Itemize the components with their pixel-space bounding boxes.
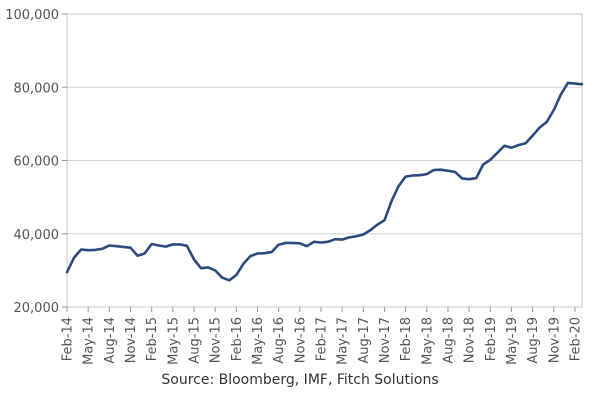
y-tick-label: 100,000: [5, 8, 59, 23]
x-tick-label: Nov-19: [547, 317, 562, 363]
x-axis: Feb-14 May-14 Aug-14 Nov-14 Feb-15 May-15 Aug-…: [61, 307, 583, 365]
x-tick-label: Aug-18: [441, 317, 456, 364]
x-tick-label: Aug-17: [357, 317, 372, 364]
x-tick-label: Feb-16: [230, 317, 245, 361]
y-tick-label: 60,000: [14, 155, 60, 170]
source-note: Source: Bloomberg, IMF, Fitch Solutions: [161, 372, 439, 388]
x-tick-label: May-17: [336, 317, 351, 365]
x-tick-label: May-16: [251, 317, 266, 365]
y-tick-label: 20,000: [14, 301, 60, 316]
line-chart: 20,000 40,000 60,000 80,000 100,000 Feb-14 Ma…: [5, 8, 584, 365]
x-tick-label: Nov-18: [463, 317, 478, 363]
x-tick-label: Nov-16: [293, 317, 308, 363]
x-tick-label: Feb-14: [61, 317, 76, 361]
x-tick-label: Nov-14: [124, 317, 139, 363]
x-tick-label: Feb-15: [145, 317, 160, 361]
x-tick-label: May-19: [505, 317, 520, 365]
y-axis: 20,000 40,000 60,000 80,000 100,000: [5, 8, 67, 316]
x-tick-label: May-14: [82, 317, 97, 365]
x-tick-label: Aug-14: [103, 317, 118, 364]
x-tick-label: May-15: [166, 317, 181, 365]
gridlines: [67, 13, 582, 308]
x-tick-label: Aug-16: [272, 317, 287, 364]
series-group: [65, 81, 584, 282]
x-tick-label: Nov-15: [209, 317, 224, 363]
x-tick-label: Nov-17: [378, 317, 393, 363]
y-tick-label: 80,000: [14, 81, 60, 96]
x-tick-label: Aug-19: [526, 317, 541, 364]
x-tick-label: Feb-20: [568, 317, 583, 361]
x-tick-label: Feb-17: [314, 317, 329, 361]
x-tick-label: May-18: [420, 317, 435, 365]
x-tick-label: Aug-15: [187, 317, 202, 364]
series-line: [65, 81, 584, 282]
x-tick-label: Feb-19: [484, 317, 499, 361]
x-tick-label: Feb-18: [399, 317, 414, 361]
y-tick-label: 40,000: [14, 228, 60, 243]
